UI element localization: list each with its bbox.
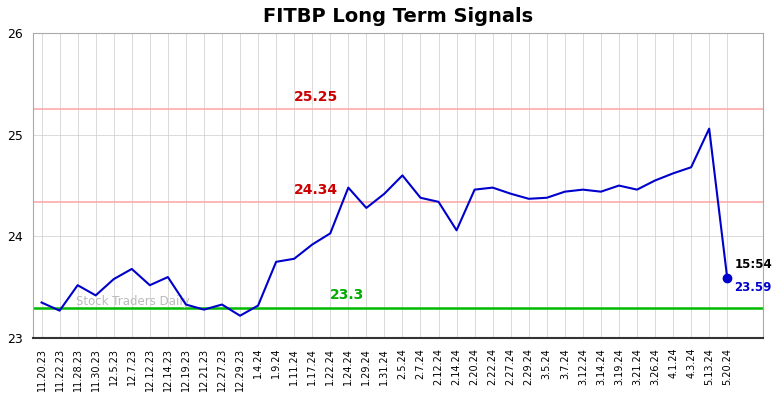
Text: 25.25: 25.25 [294, 90, 339, 104]
Text: 23.59: 23.59 [735, 281, 771, 294]
Text: Stock Traders Daily: Stock Traders Daily [76, 295, 191, 308]
Text: 15:54: 15:54 [735, 258, 772, 271]
Text: 24.34: 24.34 [294, 183, 339, 197]
Text: 23.3: 23.3 [330, 289, 365, 302]
Title: FITBP Long Term Signals: FITBP Long Term Signals [263, 7, 533, 26]
